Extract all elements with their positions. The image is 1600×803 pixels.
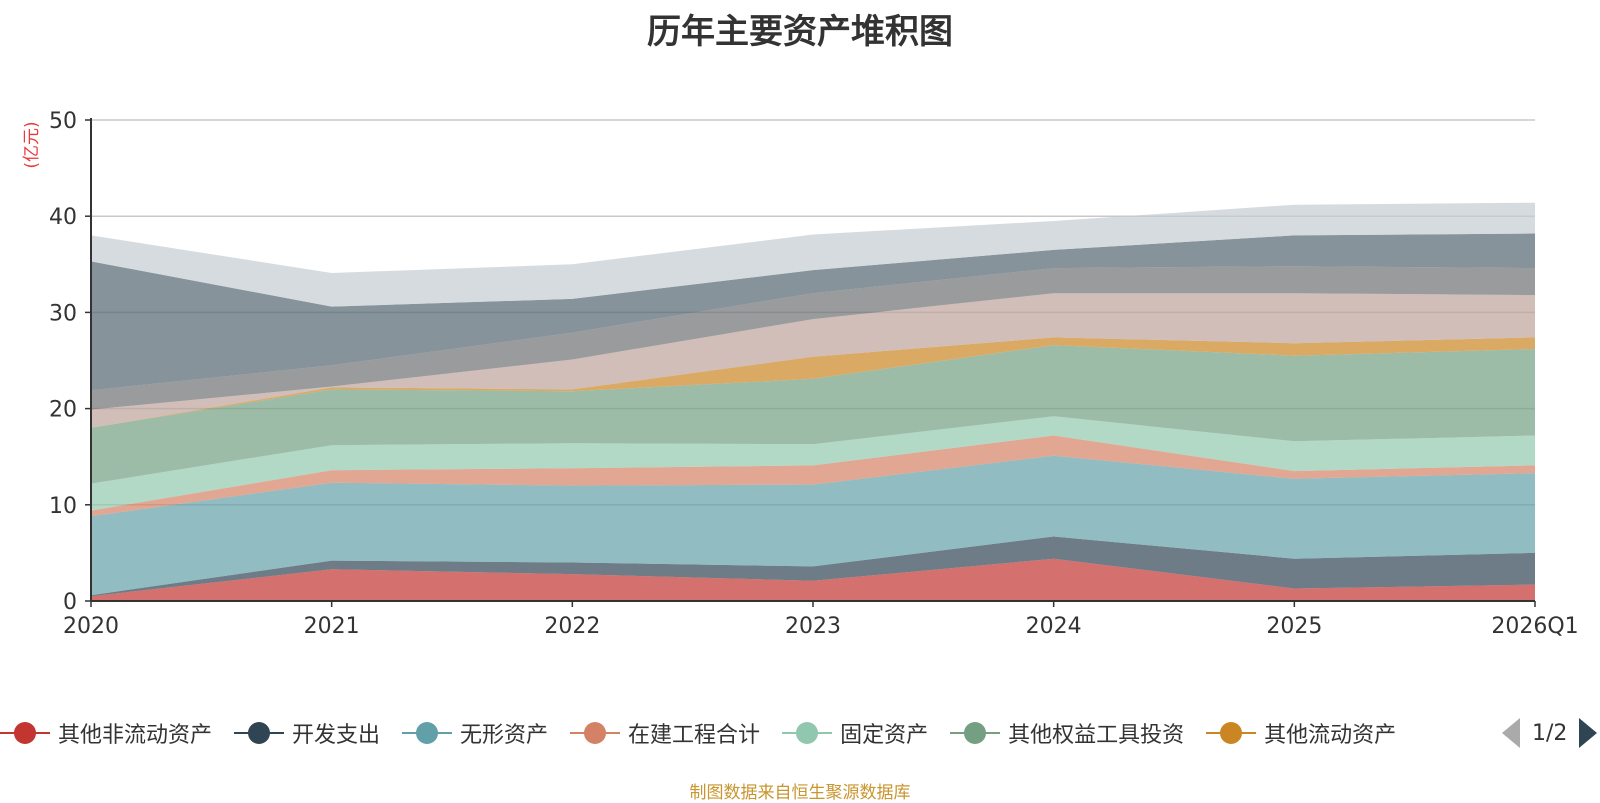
area-series-2[interactable] [91, 455, 1535, 596]
legend-item[interactable]: 无形资产 [402, 717, 548, 749]
legend-label: 无形资产 [460, 723, 549, 748]
legend-item[interactable]: 其他权益工具投资 [950, 717, 1184, 749]
y-tick-label: 50 [49, 109, 77, 134]
area-series-4[interactable] [91, 416, 1535, 511]
area-series-8[interactable] [91, 266, 1535, 410]
y-axis-unit-label: (亿元) [22, 121, 42, 168]
legend-marker-icon [0, 721, 50, 745]
legend-label: 在建工程合计 [628, 723, 761, 748]
stacked-areas [91, 202, 1535, 601]
x-tick-label: 2023 [785, 614, 841, 639]
x-tick-label: 2022 [544, 614, 600, 639]
x-tick-label: 2026Q1 [1491, 614, 1578, 639]
legend-item[interactable]: 其他流动资产 [1206, 717, 1396, 749]
legend-marker-icon [402, 721, 453, 745]
area-series-7[interactable] [91, 293, 1535, 428]
x-tick-label: 2020 [63, 614, 119, 639]
area-series-3[interactable] [91, 435, 1535, 517]
x-tick-label: 2021 [304, 614, 360, 639]
area-series-6[interactable] [91, 337, 1535, 428]
legend-page-indicator: 1/2 [1532, 720, 1568, 746]
legend-item[interactable]: 开发支出 [234, 717, 380, 749]
legend-label: 其他权益工具投资 [1008, 723, 1185, 748]
source-note: 制图数据来自恒生聚源数据库 [689, 783, 911, 803]
y-tick-label: 30 [49, 301, 77, 326]
legend-label: 开发支出 [292, 723, 381, 748]
legend-item[interactable]: 固定资产 [782, 717, 928, 749]
legend-pager: 1/2 [1502, 718, 1598, 748]
y-tick-label: 20 [49, 398, 77, 423]
legend-marker-icon [234, 721, 285, 745]
legend-label: 其他流动资产 [1264, 723, 1397, 748]
legend-label: 固定资产 [840, 723, 929, 748]
legend-next-page-icon[interactable] [1579, 718, 1598, 748]
area-series-0[interactable] [91, 558, 1535, 601]
x-tick-label: 2025 [1266, 614, 1322, 639]
area-series-5[interactable] [91, 345, 1535, 484]
legend-marker-icon [570, 721, 621, 745]
area-series-1[interactable] [91, 536, 1535, 597]
legend-marker-icon [1206, 721, 1257, 745]
legend-prev-page-icon[interactable] [1502, 718, 1520, 748]
legend-item[interactable]: 其他非流动资产 [0, 717, 212, 749]
legend-marker-icon [782, 721, 833, 745]
area-series-9[interactable] [91, 233, 1535, 391]
y-tick-label: 40 [49, 205, 77, 230]
y-tick-label: 0 [63, 590, 77, 615]
legend-label: 其他非流动资产 [58, 723, 213, 748]
y-tick-label: 10 [49, 494, 77, 519]
x-tick-label: 2024 [1026, 614, 1082, 639]
chart-title: 历年主要资产堆积图 [647, 12, 953, 52]
legend: 其他非流动资产 开发支出 无形资产 在建工程合计 固定资产 其他权益工具投资 其他流动资产 [0, 715, 1418, 751]
legend-marker-icon [950, 721, 1001, 745]
axes: 0 10 20 30 40 50 2020 2021 2022 2023 2024 2025 2026Q… [49, 109, 1579, 639]
area-series-10[interactable] [91, 202, 1535, 307]
legend-item[interactable]: 在建工程合计 [570, 717, 760, 749]
